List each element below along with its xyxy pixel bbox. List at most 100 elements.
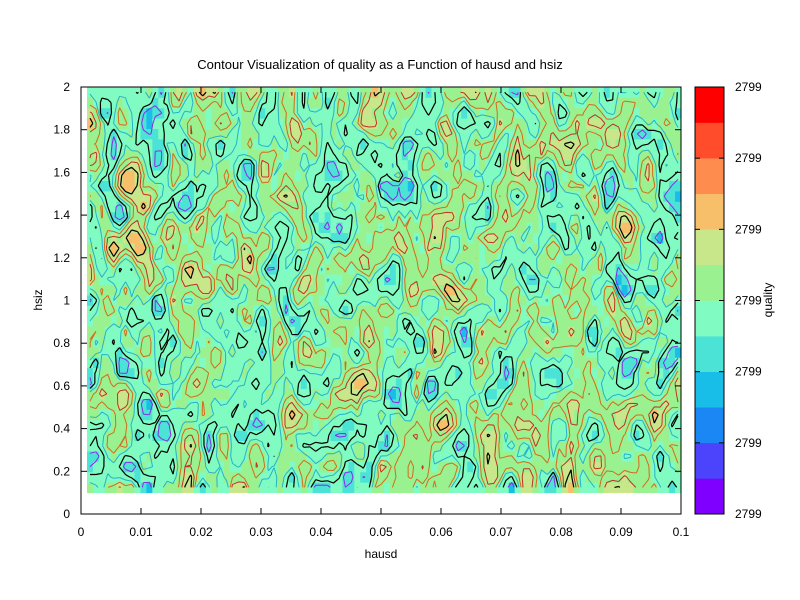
heatmap-cell bbox=[223, 159, 230, 171]
heatmap-cell bbox=[152, 107, 159, 119]
heatmap-cell bbox=[431, 191, 438, 202]
heatmap-cell bbox=[544, 367, 551, 379]
heatmap-cell bbox=[187, 170, 195, 182]
heatmap-cell bbox=[342, 305, 349, 317]
heatmap-cell bbox=[211, 97, 219, 109]
heatmap-cell bbox=[467, 139, 474, 150]
heatmap-cell bbox=[92, 336, 100, 348]
heatmap-cell bbox=[176, 180, 183, 192]
heatmap-cell bbox=[354, 180, 361, 192]
heatmap-cell bbox=[633, 347, 640, 358]
heatmap-cell bbox=[283, 388, 290, 400]
heatmap-cell bbox=[585, 263, 593, 275]
heatmap-cell bbox=[437, 388, 444, 400]
heatmap-cell bbox=[306, 274, 314, 286]
heatmap-cell bbox=[479, 118, 486, 129]
heatmap-cell bbox=[324, 222, 331, 234]
heatmap-cell bbox=[336, 315, 343, 327]
heatmap-cell bbox=[300, 295, 308, 306]
heatmap-cell bbox=[502, 118, 510, 129]
heatmap-cell bbox=[271, 315, 278, 327]
heatmap-cell bbox=[146, 419, 153, 431]
heatmap-cell bbox=[419, 471, 426, 483]
heatmap-cell bbox=[556, 461, 563, 473]
heatmap-cell bbox=[639, 451, 646, 462]
heatmap-cell bbox=[134, 305, 141, 317]
heatmap-cell bbox=[514, 399, 522, 410]
heatmap-cell bbox=[603, 87, 611, 98]
heatmap-cell bbox=[318, 347, 325, 358]
heatmap-cell bbox=[140, 180, 147, 192]
heatmap-cell bbox=[532, 201, 539, 213]
heatmap-cell bbox=[633, 305, 640, 317]
heatmap-cell bbox=[164, 430, 171, 442]
heatmap-cell bbox=[128, 336, 135, 348]
heatmap-cell bbox=[176, 149, 183, 161]
heatmap-cell bbox=[372, 263, 379, 275]
heatmap-cell bbox=[657, 253, 664, 265]
heatmap-cell bbox=[235, 440, 242, 452]
heatmap-cell bbox=[277, 399, 284, 410]
heatmap-cell bbox=[92, 170, 100, 182]
heatmap-cell bbox=[122, 87, 129, 98]
heatmap-cell bbox=[645, 201, 652, 213]
heatmap-cell bbox=[556, 222, 563, 234]
heatmap-cell bbox=[591, 232, 599, 244]
heatmap-cell bbox=[490, 315, 498, 327]
heatmap-cell bbox=[87, 399, 94, 410]
heatmap-cell bbox=[354, 128, 361, 140]
heatmap-cell bbox=[199, 367, 207, 379]
heatmap-cell bbox=[152, 232, 159, 244]
heatmap-cell bbox=[193, 399, 201, 410]
heatmap-cell bbox=[372, 222, 379, 234]
heatmap-cell bbox=[574, 87, 581, 98]
heatmap-cell bbox=[609, 97, 617, 109]
heatmap-cell bbox=[378, 305, 385, 317]
heatmap-cell bbox=[479, 243, 486, 254]
heatmap-cell bbox=[461, 170, 468, 182]
heatmap-cell bbox=[152, 139, 159, 150]
heatmap-cell bbox=[490, 274, 498, 286]
heatmap-cell bbox=[92, 253, 100, 265]
heatmap-cell bbox=[92, 305, 100, 317]
heatmap-cell bbox=[211, 274, 219, 286]
heatmap-cell bbox=[615, 243, 622, 254]
heatmap-cell bbox=[247, 399, 254, 410]
heatmap-cell bbox=[591, 211, 599, 223]
heatmap-cell bbox=[639, 201, 646, 213]
heatmap-cell bbox=[651, 128, 658, 140]
heatmap-cell bbox=[574, 461, 581, 473]
heatmap-cell bbox=[193, 253, 201, 265]
heatmap-cell bbox=[651, 118, 658, 129]
heatmap-cell bbox=[199, 430, 207, 442]
heatmap-cell bbox=[675, 367, 682, 379]
heatmap-cell bbox=[669, 357, 676, 369]
heatmap-cell bbox=[128, 388, 135, 400]
heatmap-cell bbox=[253, 399, 260, 410]
heatmap-cell bbox=[205, 211, 213, 223]
heatmap-cell bbox=[639, 149, 646, 161]
heatmap-cell bbox=[556, 149, 563, 161]
heatmap-cell bbox=[199, 128, 207, 140]
heatmap-cell bbox=[271, 149, 278, 161]
heatmap-cell bbox=[395, 180, 403, 192]
heatmap-cell bbox=[330, 482, 337, 494]
heatmap-cell bbox=[360, 201, 367, 213]
heatmap-cell bbox=[431, 305, 438, 317]
heatmap-cell bbox=[568, 180, 575, 192]
heatmap-cell bbox=[217, 284, 225, 296]
heatmap-cell bbox=[384, 315, 391, 327]
heatmap-cell bbox=[395, 367, 403, 379]
heatmap-cell bbox=[199, 482, 207, 494]
heatmap-cell bbox=[104, 399, 112, 410]
heatmap-cell bbox=[574, 232, 581, 244]
heatmap-cell bbox=[484, 378, 492, 390]
heatmap-cell bbox=[199, 419, 207, 431]
colorbar-tick-label: 2799 bbox=[735, 365, 762, 379]
heatmap-cell bbox=[514, 482, 522, 494]
heatmap-cell bbox=[146, 295, 153, 306]
heatmap-cell bbox=[419, 305, 426, 317]
heatmap-cell bbox=[182, 149, 189, 161]
heatmap-cell bbox=[479, 440, 486, 452]
heatmap-cell bbox=[479, 284, 486, 296]
